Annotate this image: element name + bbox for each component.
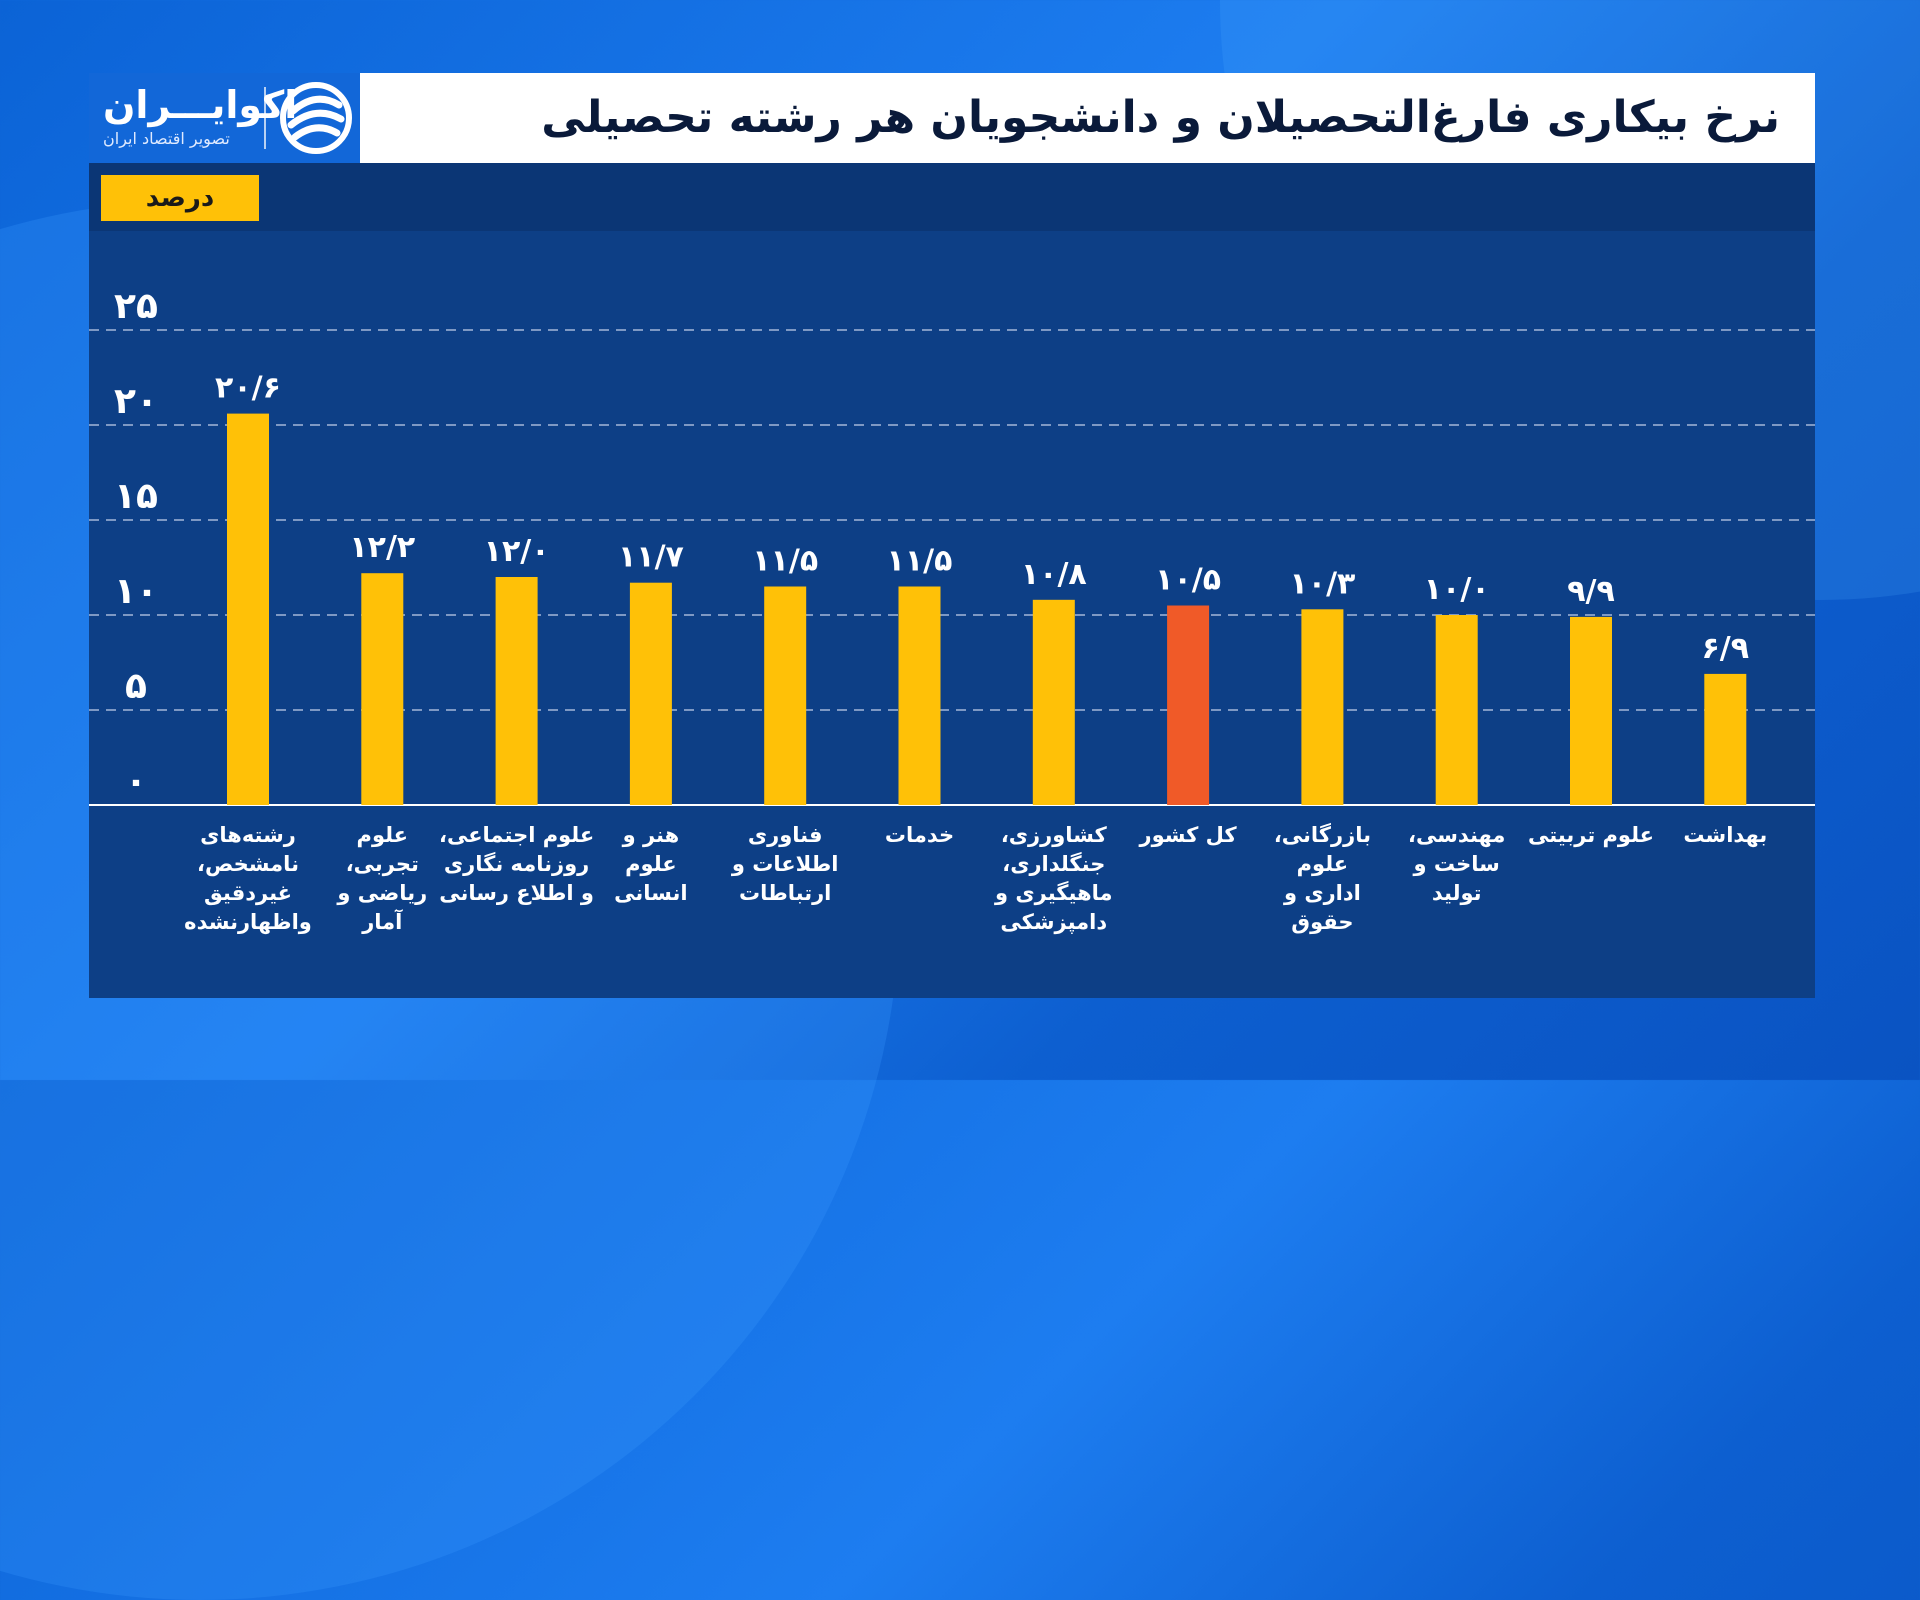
value-label: ۲۰/۶ <box>215 371 281 406</box>
category-label-line: رشته‌های <box>200 823 296 847</box>
category-label-line: دامپزشکی <box>1000 910 1107 934</box>
y-tick-label: ۲۰ <box>114 381 158 422</box>
title-bar: نرخ بیکاری فارغ‌التحصیلان و دانشجویان هر… <box>360 73 1815 163</box>
category-label-line: علوم اجتماعی، <box>439 823 594 847</box>
category-label: کل کشور <box>1139 823 1238 847</box>
bar <box>1301 609 1344 805</box>
y-tick-label: ۵ <box>125 666 147 707</box>
category-label: علوم تجربی، ریاضی و آمار <box>336 823 427 934</box>
logo: اکوایـــران تصویر اقتصاد ایران <box>89 73 360 163</box>
category-label-line: کشاورزی، <box>1001 823 1108 847</box>
value-label: ۱۱/۷ <box>618 540 684 575</box>
value-label: ۱۰/۰ <box>1424 572 1490 607</box>
category-label-line: بازرگانی، <box>1274 822 1371 847</box>
unit-badge: درصد <box>101 175 259 221</box>
category-label: هنر و علوم انسانی <box>614 823 687 905</box>
logo-tagline: تصویر اقتصاد ایران <box>103 129 230 148</box>
chart-title: نرخ بیکاری فارغ‌التحصیلان و دانشجویان هر… <box>541 92 1780 143</box>
bar <box>629 582 672 805</box>
bar <box>764 586 807 805</box>
bar <box>1167 605 1210 805</box>
category-label: خدمات <box>885 823 954 847</box>
category-label-line: روزنامه نگاری <box>444 851 589 876</box>
logo-swirl-icon <box>280 82 352 154</box>
category-label-line: کل کشور <box>1139 823 1238 847</box>
category-label-line: اداری و <box>1283 881 1361 905</box>
category-label: علوم اجتماعی، روزنامه نگاری و اطلاع رسانی <box>439 823 594 905</box>
value-label: ۱۰/۸ <box>1021 557 1087 592</box>
category-label-line: بهداشت <box>1683 823 1767 847</box>
category-label-line: جنگلداری، <box>1002 851 1105 876</box>
bar <box>227 413 269 805</box>
y-tick-label: ۱۵ <box>114 476 158 517</box>
logo-divider <box>264 87 266 149</box>
bar <box>898 586 941 805</box>
category-label-line: فناوری <box>748 823 823 847</box>
category-label-line: اطلاعات و <box>731 852 839 876</box>
category-label-line: خدمات <box>885 823 954 847</box>
category-label: مهندسی، ساخت و تولید <box>1408 823 1505 905</box>
category-label-line: واظهارنشده <box>184 910 312 934</box>
category-label-line: هنر و <box>622 823 680 847</box>
category-label-line: ریاضی و <box>336 881 427 905</box>
category-label: فناوری اطلاعات و ارتباطات <box>731 823 839 905</box>
bar <box>495 577 538 805</box>
category-label: رشته‌های نامشخص، غیردقیق واظهارنشده <box>184 823 312 934</box>
value-label: ۱۲/۲ <box>349 530 415 565</box>
category-label-line: تولید <box>1432 881 1482 905</box>
value-label: ۹/۹ <box>1567 574 1615 609</box>
category-label-line: علوم <box>1297 852 1348 876</box>
category-label: بازرگانی، علوم اداری و حقوق <box>1274 822 1371 934</box>
category-label-line: انسانی <box>614 881 687 905</box>
y-tick-label: ۲۵ <box>114 286 158 327</box>
bar <box>1032 599 1075 805</box>
category-label-line: مهندسی، <box>1408 823 1505 847</box>
bar-chart: ۰ ۵ ۱۰ ۱۵ ۲۰ ۲۵ ۲۰/۶ رشته‌های نامشخص، غیردقیق واظه… <box>89 286 1815 934</box>
category-label-line: و اطلاع رسانی <box>439 881 594 905</box>
category-label-line: علوم <box>625 852 676 876</box>
category-label-line: آمار <box>361 909 403 934</box>
value-label: ۱۰/۳ <box>1289 566 1355 601</box>
category-label-line: نامشخص، <box>197 852 299 876</box>
category-label-line: حقوق <box>1291 910 1353 934</box>
chart: ۰ ۵ ۱۰ ۱۵ ۲۰ ۲۵ ۲۰/۶ رشته‌های نامشخص، غیردقیق واظه… <box>89 286 1815 934</box>
value-label: ۱۲/۰ <box>484 534 550 569</box>
category-label-line: علوم <box>357 823 408 847</box>
category-label-line: ارتباطات <box>739 881 831 905</box>
category-label-line: تجربی، <box>346 852 419 876</box>
bar <box>361 573 404 805</box>
value-label: ۱۱/۵ <box>887 544 953 579</box>
bar <box>1704 673 1747 805</box>
category-label-line: غیردقیق <box>204 881 292 905</box>
category-label: علوم تربیتی <box>1528 823 1654 847</box>
y-tick-label: ۱۰ <box>114 571 158 612</box>
category-label-line: ماهیگیری و <box>994 880 1112 905</box>
category-label: بهداشت <box>1683 823 1767 847</box>
category-label: کشاورزی، جنگلداری، ماهیگیری و دامپزشکی <box>994 823 1112 934</box>
category-label-line: علوم تربیتی <box>1528 823 1654 847</box>
unit-bar: درصد <box>89 163 1815 231</box>
category-label-line: ساخت و <box>1413 852 1500 876</box>
bar <box>1570 616 1612 805</box>
y-tick-label: ۰ <box>125 761 147 802</box>
bar <box>1435 615 1478 805</box>
value-label: ۶/۹ <box>1702 631 1750 666</box>
value-label: ۱۰/۵ <box>1155 563 1221 598</box>
value-label: ۱۱/۵ <box>752 544 818 579</box>
